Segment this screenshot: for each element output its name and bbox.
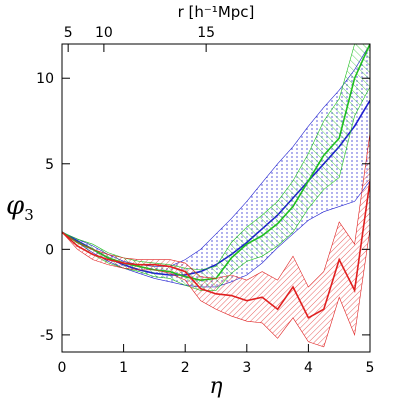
x2-tick-label: 15 [197,25,215,41]
series-line [62,180,370,319]
y-tick-label: 0 [45,242,54,258]
x2-tick-label: 5 [64,25,73,41]
band-edge [62,44,370,271]
x-tick-label: 1 [119,360,128,376]
plot-area [62,44,370,348]
x-tick-label: 3 [242,360,251,376]
x-tick-label: 2 [181,360,190,376]
x-label: η [209,374,222,399]
y-label: φ3 [6,191,34,224]
band-edge [62,228,370,348]
x-tick-label: 4 [304,360,313,376]
y-tick-label: 10 [36,71,54,87]
y-tick-label: -5 [40,328,54,344]
band-fill [62,44,370,291]
y-label-sub: 3 [24,206,34,224]
band-fill [62,132,370,347]
frame [61,43,371,353]
x2-label: r [h⁻¹Mpc] [178,3,255,21]
x-tick-label: 5 [366,360,375,376]
x-tick-label: 0 [58,360,67,376]
y-label-main: φ [6,191,25,221]
band-edge [62,132,370,288]
x2-tick-label: 10 [95,25,113,41]
y-tick-label: 5 [45,157,54,173]
